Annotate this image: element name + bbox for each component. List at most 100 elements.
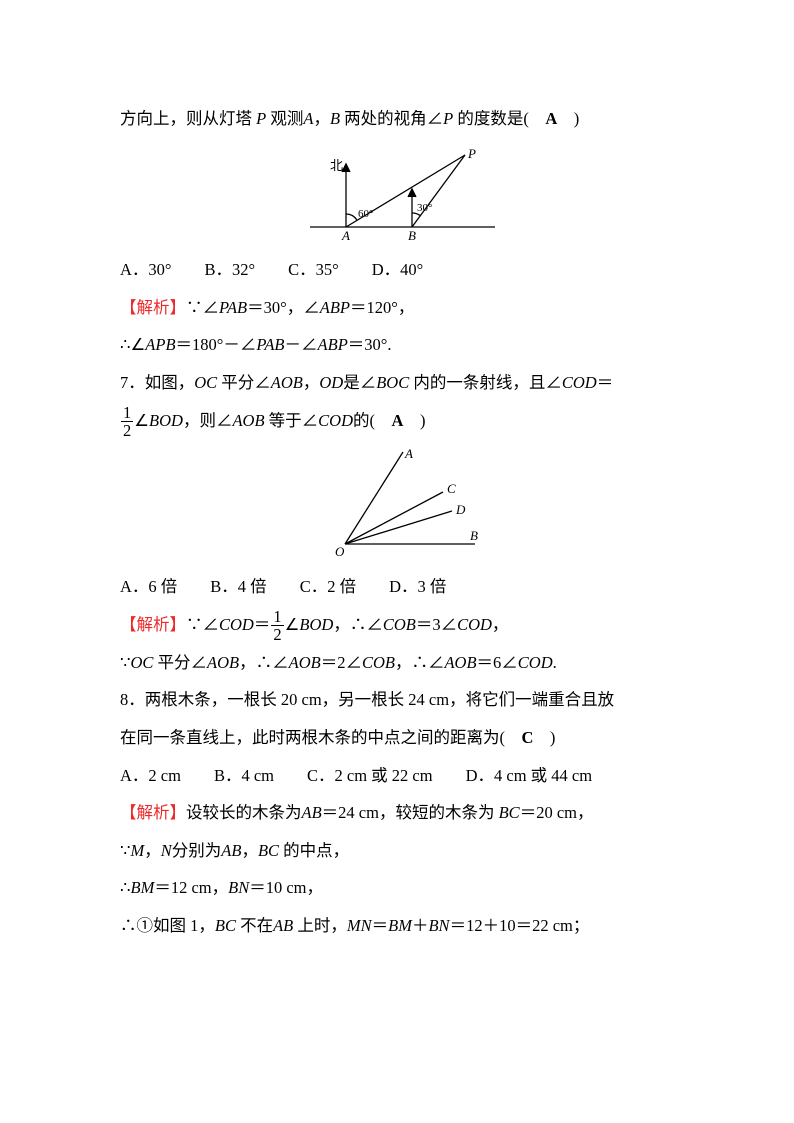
text: 的(: [353, 411, 392, 430]
text: ＝120°，: [350, 298, 414, 317]
q6-sol-2: ∴∠APB＝180°－∠PAB－∠ABP＝30°.: [120, 326, 679, 364]
text: ，: [303, 373, 320, 392]
var: BC: [215, 916, 236, 935]
q7-sol-2: ∵OC 平分∠AOB，∴∠AOB＝2∠COB，∴∠AOB＝6∠COD.: [120, 644, 679, 682]
choice-C: C．35°: [288, 260, 339, 279]
var: N: [161, 841, 172, 860]
text: ＝180°－∠: [176, 335, 257, 354]
var-A: A: [303, 109, 313, 128]
text: ，∴∠: [333, 615, 383, 634]
text: ＋: [412, 916, 429, 935]
var: OD: [319, 373, 343, 392]
label-O: O: [335, 544, 345, 559]
label-P: P: [467, 146, 476, 161]
choice-A: A．30°: [120, 260, 172, 279]
choice-B: B．4 cm: [214, 766, 274, 785]
choice-A: A．2 cm: [120, 766, 181, 785]
label-B: B: [470, 528, 478, 543]
q6-diagram: 北 60° 30° A B P: [120, 142, 679, 246]
var: AOB: [207, 653, 239, 672]
var: BN: [228, 878, 249, 897]
text: ＝3∠: [416, 615, 457, 634]
q6-answer: A: [545, 109, 557, 128]
text: ，: [313, 109, 330, 128]
text: 观测: [266, 109, 303, 128]
var: BOC: [376, 373, 409, 392]
text: ): [403, 411, 425, 430]
text: 平分∠: [217, 373, 271, 392]
var: BOD: [149, 411, 183, 430]
q8-choices: A．2 cm B．4 cm C．2 cm 或 22 cm D．4 cm 或 44…: [120, 757, 679, 795]
choice-C: C．2 倍: [300, 577, 356, 596]
text: ＝12 cm，: [154, 878, 228, 897]
var-P: P: [443, 109, 453, 128]
text: ，则∠: [183, 411, 233, 430]
choice-B: B．4 倍: [210, 577, 266, 596]
text: 不在: [236, 916, 273, 935]
q8-stem-2: 在同一条直线上，此时两根木条的中点之间的距离为( C ): [120, 719, 679, 757]
text: －∠: [285, 335, 318, 354]
q7-stem-2: 12∠BOD，则∠AOB 等于∠COD的( A ): [120, 402, 679, 440]
text: 上时，: [293, 916, 347, 935]
text: ＝: [254, 615, 271, 634]
choice-C: C．2 cm 或 22 cm: [307, 766, 433, 785]
q7-answer: A: [392, 411, 404, 430]
text: ∵∠: [186, 615, 219, 634]
text: ∵: [120, 653, 131, 672]
label-north: 北: [330, 158, 343, 173]
fraction: 12: [121, 404, 133, 440]
text: 的度数是(: [453, 109, 545, 128]
text: ＝: [372, 916, 389, 935]
choice-D: D．3 倍: [389, 577, 446, 596]
text: ∴①如图 1，: [120, 916, 215, 935]
q8-sol-4: ∴①如图 1，BC 不在AB 上时，MN＝BM＋BN＝12＋10＝22 cm；: [120, 907, 679, 945]
q6-choices: A．30° B．32° C．35° D．40°: [120, 251, 679, 289]
text: 平分∠: [153, 653, 207, 672]
label-B: B: [408, 228, 416, 242]
var: BOD: [299, 615, 333, 634]
var: OC: [194, 373, 217, 392]
text: 的中点，: [279, 841, 349, 860]
var: COD: [518, 653, 553, 672]
q8-sol-1: 【解析】设较长的木条为AB＝24 cm，较短的木条为 BC＝20 cm，: [120, 794, 679, 832]
text: ＝10 cm，: [249, 878, 323, 897]
text: 内的一条射线，且∠: [409, 373, 562, 392]
text: 在同一条直线上，此时两根木条的中点之间的距离为(: [120, 728, 522, 747]
q8-answer: C: [522, 728, 534, 747]
text: ，∴∠: [239, 653, 289, 672]
text: ，: [144, 841, 161, 860]
text: ＝6∠: [477, 653, 518, 672]
var: M: [131, 841, 145, 860]
text: 等于∠: [265, 411, 319, 430]
q6-stem: 方向上，则从灯塔 P 观测A，B 两处的视角∠P 的度数是( A ): [120, 100, 679, 138]
var: AOB: [444, 653, 476, 672]
var: BN: [428, 916, 449, 935]
choice-A: A．6 倍: [120, 577, 177, 596]
var: AOB: [232, 411, 264, 430]
label-60: 60°: [358, 208, 373, 220]
solution-label: 【解析】: [120, 615, 186, 634]
label-C: C: [447, 481, 456, 496]
choice-D: D．40°: [372, 260, 424, 279]
page-content: 方向上，则从灯塔 P 观测A，B 两处的视角∠P 的度数是( A ) 北 60°…: [0, 0, 794, 1005]
q6-sol-1: 【解析】∵∠PAB＝30°，∠ABP＝120°，: [120, 289, 679, 327]
text: .: [553, 653, 557, 672]
var: AB: [302, 803, 322, 822]
text: ∵∠: [186, 298, 219, 317]
text: ∵: [120, 841, 131, 860]
text: ＝: [597, 373, 614, 392]
var: ABP: [320, 298, 350, 317]
var: MN: [347, 916, 372, 935]
q7-stem-1: 7．如图，OC 平分∠AOB，OD是∠BOC 内的一条射线，且∠COD＝: [120, 364, 679, 402]
var: AB: [273, 916, 293, 935]
text: ＝12＋10＝22 cm；: [450, 916, 590, 935]
label-A: A: [404, 446, 413, 461]
text: ，: [241, 841, 258, 860]
text: 7．如图，: [120, 373, 194, 392]
text: ∴: [120, 878, 131, 897]
q8-sol-2: ∵M，N分别为AB，BC 的中点，: [120, 832, 679, 870]
solution-label: 【解析】: [120, 803, 186, 822]
text: ∴∠: [120, 335, 145, 354]
var-B: B: [330, 109, 340, 128]
choice-B: B．32°: [205, 260, 256, 279]
